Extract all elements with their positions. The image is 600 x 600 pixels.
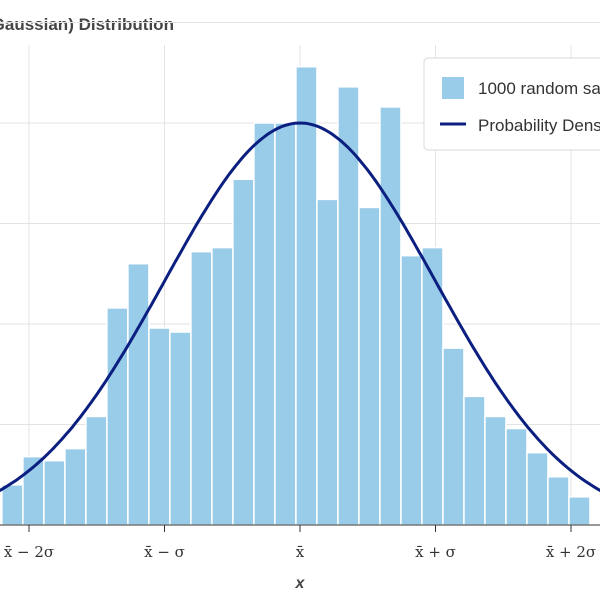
histogram-bar (442, 347, 465, 526)
histogram-bar (64, 447, 87, 526)
x-tick-label: x̄ − σ (144, 543, 185, 561)
histogram-bar (337, 86, 360, 526)
histogram-bar (169, 331, 192, 526)
histogram-bar (148, 327, 171, 526)
histogram-bar (85, 415, 108, 526)
histogram-bar (547, 476, 570, 526)
x-tick-label: x̄ (296, 543, 305, 561)
histogram-bar (106, 307, 129, 526)
x-tick-label: x̄ + 2σ (546, 543, 596, 561)
legend-label-pdf: Probability Density Function (478, 116, 600, 135)
histogram-bar (568, 496, 591, 526)
pdf-line (0, 121, 600, 493)
legend-box (423, 57, 600, 151)
histogram-bar (1, 484, 24, 526)
histogram-bar (211, 246, 234, 526)
histogram-bar (274, 122, 297, 526)
histogram-bar (43, 459, 66, 526)
legend: 1000 random samples Probability Density … (423, 57, 600, 151)
histogram-bar (463, 395, 486, 526)
chart-title: (Gaussian) Distribution (0, 15, 174, 34)
x-tick-label: x̄ − 2σ (4, 543, 54, 561)
x-axis-title: x (295, 575, 306, 592)
legend-swatch-bars (442, 77, 464, 99)
histogram-bar (505, 427, 528, 526)
histogram-bar (232, 178, 255, 526)
x-ticks: x̄ − 2σ x̄ − σ x̄ x̄ + σ x̄ + 2σ (4, 525, 596, 561)
histogram-bar (484, 415, 507, 526)
x-tick-label: x̄ + σ (415, 543, 456, 561)
histogram-bar (190, 250, 213, 526)
histogram-bar (526, 451, 549, 526)
histogram-bar (379, 106, 402, 526)
legend-label-samples: 1000 random samples (478, 79, 600, 98)
histogram-bar (316, 198, 339, 526)
histogram-bar (295, 65, 318, 526)
histogram-bar (253, 122, 276, 526)
histogram-bar (358, 206, 381, 526)
histogram-bar (400, 254, 423, 526)
bars (1, 65, 591, 526)
histogram-bar (127, 262, 150, 526)
